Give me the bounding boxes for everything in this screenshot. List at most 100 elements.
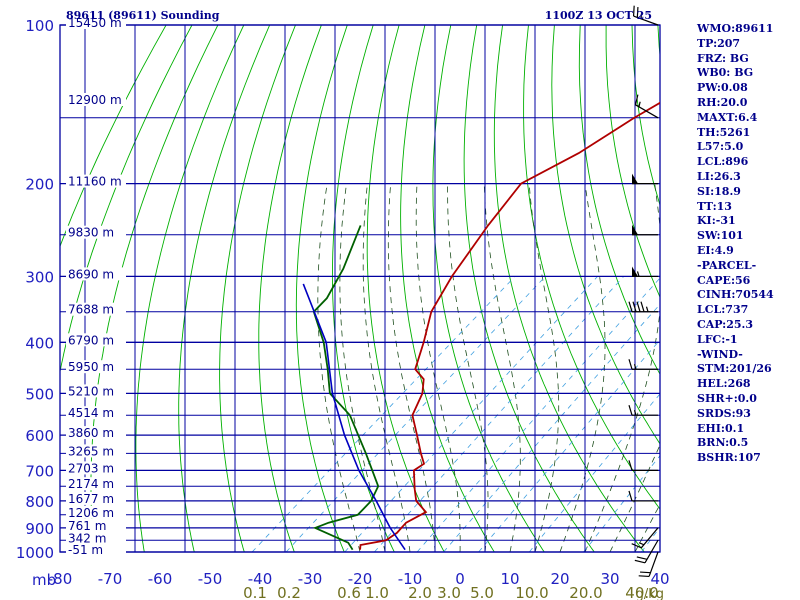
temperature-tick-label: 10 bbox=[500, 570, 519, 588]
plot-frame bbox=[59, 24, 661, 553]
sounding-index: CAP:25.3 bbox=[697, 317, 754, 331]
height-label: 9830 m bbox=[68, 226, 114, 240]
wind-barb-feather bbox=[634, 559, 646, 564]
height-label-background bbox=[66, 225, 126, 239]
wind-barb-feather bbox=[634, 94, 639, 105]
wind-barb-staff bbox=[640, 527, 659, 549]
pressure-tick-label: 900 bbox=[25, 520, 54, 538]
sounding-index: STM:201/26 bbox=[697, 362, 772, 376]
sounding-index: RH:20.0 bbox=[697, 95, 748, 109]
height-label: 3860 m bbox=[68, 426, 114, 440]
height-label-background bbox=[66, 531, 126, 545]
height-label: 5210 m bbox=[68, 384, 114, 398]
height-label-background bbox=[66, 426, 126, 440]
height-label: 761 m bbox=[68, 519, 106, 533]
pressure-tick-label: 700 bbox=[25, 462, 54, 480]
pressure-tick-label: 1000 bbox=[16, 544, 54, 562]
mixing-ratio-label: 0.1 bbox=[243, 584, 267, 600]
moist-adiabat-line bbox=[362, 183, 411, 552]
y-axis-label: mb bbox=[32, 571, 56, 589]
temperature-tick-label: -50 bbox=[198, 570, 223, 588]
sounding-index: -WIND- bbox=[697, 347, 743, 361]
pressure-tick-label: 100 bbox=[25, 17, 54, 35]
pressure-tick-label: 200 bbox=[25, 176, 54, 194]
wind-barb-feather bbox=[628, 460, 633, 471]
height-label: 6790 m bbox=[68, 333, 114, 347]
wind-barb-staff bbox=[648, 551, 659, 577]
wind-barb-feather bbox=[628, 490, 633, 502]
wind-barb-half-feather bbox=[638, 101, 641, 107]
height-label-background bbox=[66, 16, 126, 29]
wind-barb-flag bbox=[632, 224, 638, 235]
moist-adiabat-line bbox=[415, 183, 461, 552]
wind-barb bbox=[628, 490, 658, 502]
sounding-index: SW:101 bbox=[697, 229, 744, 243]
wind-barb bbox=[628, 301, 658, 313]
height-label: 11160 m bbox=[68, 175, 122, 189]
wind-barb bbox=[632, 173, 658, 185]
sounding-index: L57:5.0 bbox=[697, 140, 744, 154]
wind-barb-feather bbox=[636, 7, 639, 18]
sounding-index: EI:4.9 bbox=[697, 243, 734, 257]
height-label: 4514 m bbox=[68, 406, 114, 420]
mixing-ratio-label: 10.0 bbox=[515, 584, 548, 600]
temperature-tick-label: -20 bbox=[348, 570, 373, 588]
height-label-background bbox=[66, 93, 126, 106]
wind-barb-flag bbox=[632, 173, 638, 184]
height-label-background bbox=[66, 491, 126, 505]
sounding-index: EHI:0.1 bbox=[697, 421, 745, 435]
wind-barb-feather bbox=[638, 575, 650, 578]
wind-barb-feather bbox=[628, 404, 633, 416]
sounding-index: TT:13 bbox=[697, 199, 732, 213]
height-label-background bbox=[66, 174, 126, 188]
temperature-tick-label: -70 bbox=[98, 570, 123, 588]
temperature-tick-label: -40 bbox=[248, 570, 273, 588]
wind-barb bbox=[632, 5, 659, 26]
mixing-ratio-line bbox=[478, 339, 660, 552]
wind-barb-staff bbox=[635, 104, 659, 119]
wind-barb bbox=[628, 359, 658, 370]
moist-adiabat-line bbox=[387, 183, 436, 552]
sounding-index: TP:207 bbox=[697, 36, 741, 50]
height-label: 7688 m bbox=[68, 303, 114, 317]
height-labels: 15450 m 12900 m 11160 m 9830 m 8690 m 7688 m 6… bbox=[66, 16, 126, 557]
moist-adiabat-line bbox=[339, 183, 386, 552]
wind-barb-staff bbox=[633, 15, 659, 26]
moist-adiabat-line bbox=[483, 183, 521, 552]
temperature-tick-label: 0 bbox=[455, 570, 465, 588]
wind-barb-feather bbox=[631, 543, 642, 549]
mixing-ratio-label: 2.0 bbox=[408, 584, 432, 600]
pressure-tick-label: 500 bbox=[25, 385, 54, 403]
wind-barb-feather bbox=[628, 359, 633, 370]
mixing-ratio-label: 20.0 bbox=[569, 584, 602, 600]
wind-barb-feather bbox=[640, 301, 645, 312]
height-label-background bbox=[66, 333, 126, 347]
wind-barb bbox=[631, 527, 659, 549]
wind-barb-feather bbox=[632, 301, 637, 312]
sounding-index: LCL:737 bbox=[697, 303, 749, 317]
height-label: 15450 m bbox=[68, 16, 122, 30]
sounding-index: SI:18.9 bbox=[697, 184, 741, 198]
wind-barb bbox=[634, 94, 659, 119]
sounding-series bbox=[302, 101, 660, 551]
pressure-tick-label: 600 bbox=[25, 427, 54, 445]
height-label: 342 m bbox=[68, 531, 106, 545]
sounding-index: FRZ: BG bbox=[697, 51, 749, 65]
sounding-index: -PARCEL- bbox=[697, 258, 757, 272]
height-label-background bbox=[66, 406, 126, 420]
pressure-tick-label: 400 bbox=[25, 334, 54, 352]
wind-barb bbox=[628, 404, 658, 416]
temperature-tick-label: 40 bbox=[650, 570, 669, 588]
height-label: 12900 m bbox=[68, 93, 122, 107]
temperature-tick-label: -60 bbox=[148, 570, 173, 588]
wind-barbs bbox=[628, 5, 659, 578]
wind-barb-half-feather bbox=[645, 306, 649, 312]
height-label-background bbox=[66, 543, 126, 556]
sounding-index: MAXT:6.4 bbox=[697, 110, 758, 124]
dewpoint-line bbox=[312, 225, 380, 551]
wind-barb bbox=[632, 266, 658, 278]
height-label-background bbox=[66, 477, 126, 491]
